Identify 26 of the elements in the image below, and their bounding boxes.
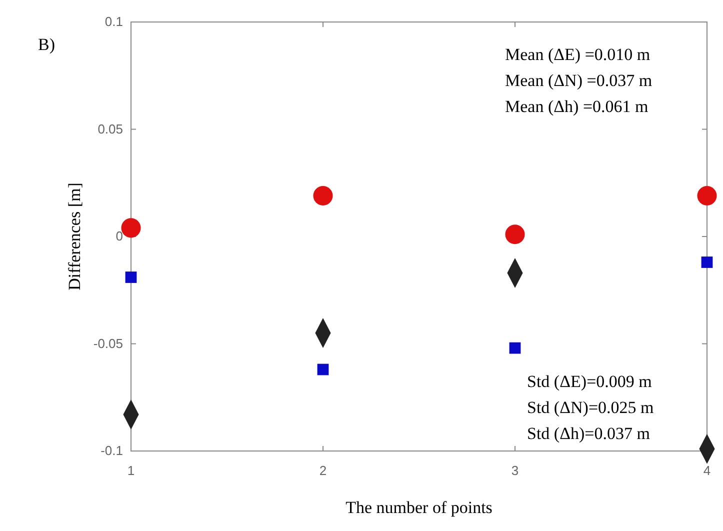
x-tick-label: 4 <box>703 463 711 478</box>
point <box>121 218 141 238</box>
point <box>697 186 717 206</box>
annotation: Std (ΔN)=0.025 m <box>527 398 654 417</box>
point <box>509 342 521 354</box>
point <box>317 364 329 376</box>
y-tick-label: 0.05 <box>98 121 123 136</box>
annotation: Std (Δh)=0.037 m <box>527 424 650 443</box>
annotation: Mean (ΔE) =0.010 m <box>505 45 650 64</box>
x-axis-title: The number of points <box>346 498 492 517</box>
annotation: Mean (ΔN) =0.037 m <box>505 71 652 90</box>
x-tick-label: 1 <box>127 463 135 478</box>
annotation: Mean (Δh) =0.061 m <box>505 97 648 116</box>
x-tick-label: 2 <box>319 463 327 478</box>
text: B) <box>38 35 55 54</box>
y-axis-title: Differences [m] <box>65 182 84 290</box>
y-tick-label: -0.05 <box>93 336 123 351</box>
point <box>505 224 525 244</box>
y-tick-label: -0.1 <box>100 443 123 458</box>
point <box>313 186 333 206</box>
point <box>701 256 713 268</box>
annotation: Std (ΔE)=0.009 m <box>527 372 652 391</box>
y-tick-label: 0 <box>116 228 123 244</box>
point <box>125 272 137 283</box>
y-tick-label: 0.1 <box>104 14 123 29</box>
x-tick-label: 3 <box>511 463 519 478</box>
